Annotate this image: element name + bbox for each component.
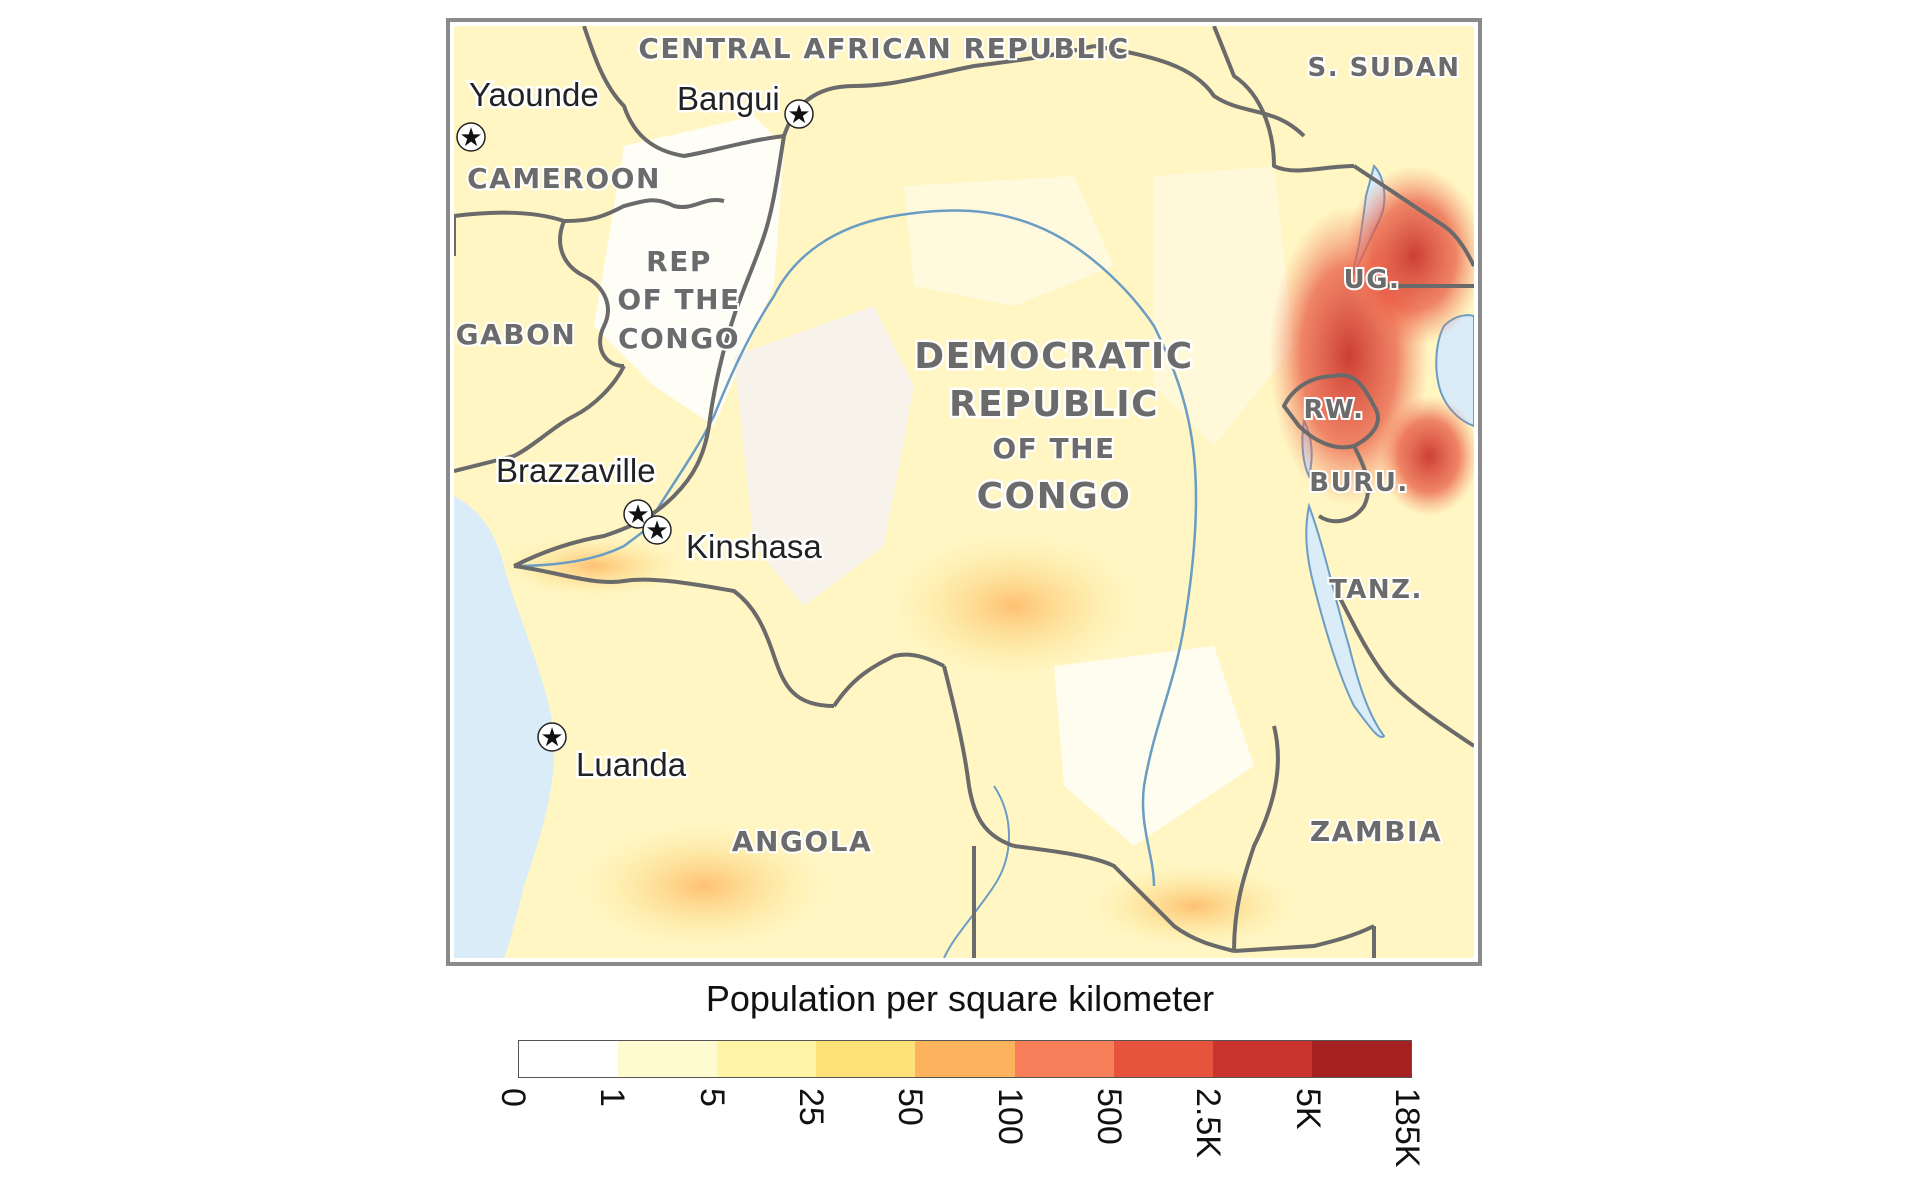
- capital-star-icon: ★: [540, 723, 563, 753]
- sparse-area-rep-congo: [594, 116, 784, 426]
- legend-tick-label: 25: [792, 1088, 830, 1126]
- capital-circle-icon: [456, 122, 486, 152]
- legend-swatch: [1311, 1041, 1411, 1077]
- lake-tanganyika: [1305, 502, 1386, 738]
- legend-tick-label: 1: [593, 1088, 632, 1107]
- lower-congo-river: [513, 530, 645, 568]
- population-density-map: CENTRAL AFRICAN REPUBLIC S. SUDAN CAMERO…: [454, 26, 1474, 958]
- density-uganda: [1344, 166, 1474, 346]
- capital-star-icon: ★: [645, 516, 668, 546]
- legend-swatch: [915, 1041, 1015, 1077]
- country-label-drc-line2: REPUBLIC: [949, 384, 1159, 425]
- sparse-area-north: [904, 176, 1114, 306]
- country-label-drc-line1: DEMOCRATIC: [914, 336, 1193, 377]
- capital-star-icon: ★: [459, 123, 482, 153]
- legend-tick-label: 50: [891, 1088, 930, 1126]
- country-label-zambia: ZAMBIA: [1310, 815, 1442, 848]
- legend-tick-labels: 0 1 5 25 50 100 500 2.5K 5K 185K: [494, 1088, 1426, 1178]
- legend-swatch: [1014, 1041, 1114, 1077]
- country-label-car: CENTRAL AFRICAN REPUBLIC: [638, 32, 1129, 65]
- capital-marker-luanda: ★: [537, 722, 567, 753]
- kasai-river: [943, 785, 1010, 958]
- capital-marker-kinshasa: ★: [642, 515, 672, 546]
- capital-star-icon: ★: [626, 500, 649, 530]
- capital-circle-icon: [642, 515, 672, 545]
- legend-color-bar: [518, 1040, 1412, 1078]
- legend-title: Population per square kilometer: [705, 978, 1215, 1019]
- sparse-area-central: [734, 306, 914, 606]
- city-label-yaounde: Yaounde: [469, 76, 599, 113]
- capital-circle-icon: [784, 99, 814, 129]
- legend-swatch: [519, 1041, 619, 1077]
- density-angola-south: [584, 826, 824, 946]
- density-kasai: [894, 536, 1134, 676]
- country-borders: [454, 26, 1474, 958]
- density-zambia-copperbelt: [1094, 866, 1294, 946]
- city-label-bangui: Bangui: [677, 80, 780, 117]
- density-burundi: [1379, 396, 1474, 516]
- country-label-drc-line3: OF THE: [992, 432, 1115, 465]
- country-label-rep-congo-line1: REP: [646, 245, 712, 278]
- legend-tick-label: 185K: [1388, 1088, 1426, 1168]
- legend-tick-label: 5: [692, 1088, 731, 1107]
- capital-circle-icon: [537, 722, 567, 752]
- country-label-tanzania: TANZ.: [1329, 575, 1423, 605]
- map-frame: CENTRAL AFRICAN REPUBLIC S. SUDAN CAMERO…: [446, 18, 1482, 966]
- legend-tick-label: 5K: [1288, 1088, 1327, 1130]
- country-label-south-sudan: S. SUDAN: [1308, 53, 1461, 83]
- country-label-uganda: UG.: [1344, 265, 1401, 295]
- atlantic-ocean: [454, 496, 555, 958]
- country-label-rep-congo-line2: OF THE: [617, 283, 740, 316]
- city-label-brazzaville: Brazzaville: [496, 452, 656, 489]
- legend-swatch: [717, 1041, 817, 1077]
- country-label-rwanda: RW.: [1304, 395, 1365, 425]
- legend-swatch: [816, 1041, 916, 1077]
- capital-marker-brazzaville: ★: [623, 499, 653, 530]
- capital-marker-yaounde: ★: [456, 122, 486, 153]
- congo-river: [642, 209, 1198, 887]
- country-label-rep-congo-line3: CONGO: [618, 322, 740, 355]
- city-label-kinshasa: Kinshasa: [686, 528, 822, 565]
- capital-circle-icon: [623, 499, 653, 529]
- legend-swatch: [1113, 1041, 1213, 1077]
- legend-swatch: [1212, 1041, 1312, 1077]
- country-label-angola: ANGOLA: [732, 825, 872, 858]
- legend-swatch: [618, 1041, 718, 1077]
- legend-tick-label: 500: [1090, 1088, 1128, 1145]
- country-label-gabon: GABON: [456, 318, 577, 351]
- sparse-area-east: [1154, 166, 1294, 446]
- city-label-luanda: Luanda: [576, 746, 687, 783]
- legend-tick-label: 2.5K: [1189, 1088, 1228, 1158]
- capital-marker-bangui: ★: [784, 99, 814, 130]
- country-label-drc-line4: CONGO: [977, 476, 1132, 517]
- legend-tick-label: 0: [494, 1088, 532, 1107]
- capital-star-icon: ★: [787, 100, 810, 130]
- country-label-burundi: BURU.: [1309, 468, 1408, 498]
- country-label-cameroon: CAMEROON: [467, 162, 661, 195]
- legend-tick-label: 100: [990, 1088, 1029, 1145]
